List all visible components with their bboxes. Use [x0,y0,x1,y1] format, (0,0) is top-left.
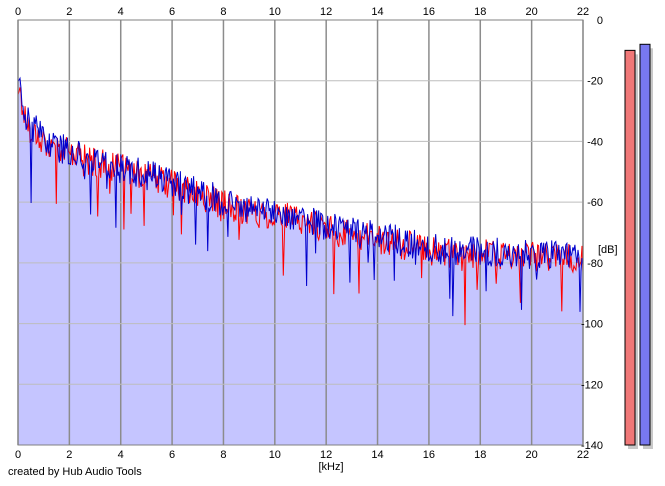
y-tick-label: -100 [581,319,603,331]
level-meter-0 [624,49,636,446]
x-tick-label-bottom: 14 [371,449,383,461]
x-tick-label-bottom: 2 [66,449,72,461]
y-tick-label: -140 [581,440,603,452]
x-tick-label-bottom: 20 [526,449,538,461]
x-tick-label-top: 4 [118,6,124,18]
x-tick-labels-bottom: 0 2 4 6 8 10 12 14 16 18 20 22 [15,449,589,461]
y-axis-label: [dB] [598,244,618,256]
x-tick-label-bottom: 16 [423,449,435,461]
x-tick-label-top: 20 [526,6,538,18]
x-tick-label-top: 2 [66,6,72,18]
x-tick-label-top: 6 [169,6,175,18]
series-line-1 [17,76,584,317]
x-tick-label-bottom: 10 [269,449,281,461]
x-tick-label-bottom: 8 [220,449,226,461]
credit-text: created by Hub Audio Tools [8,466,142,478]
y-tick-label: -20 [587,76,603,88]
x-tick-label-top: 22 [577,6,589,18]
x-tick-label-bottom: 18 [474,449,486,461]
level-meter-1 [639,43,651,446]
x-tick-label-top: 18 [474,6,486,18]
y-tick-label: -120 [581,379,603,391]
x-tick-label-bottom: 0 [15,449,21,461]
y-tick-label: -40 [587,136,603,148]
x-tick-label-bottom: 12 [320,449,332,461]
x-tick-label-top: 16 [423,6,435,18]
series-line-0 [17,87,584,326]
x-tick-label-top: 10 [269,6,281,18]
x-tick-label-bottom: 4 [118,449,124,461]
spectrum-series [17,76,584,326]
x-axis-label: [kHz] [318,461,343,473]
y-tick-label: 0 [597,15,603,27]
plot-frame [17,19,584,446]
x-tick-label-top: 12 [320,6,332,18]
x-tick-label-bottom: 22 [577,449,589,461]
y-tick-labels: 0 -20 -40 -60 -80 -100 -120 -140 [581,15,603,452]
level-meters [624,43,653,450]
x-tick-labels-top: 0 2 4 6 8 10 12 14 16 18 20 22 [15,6,589,18]
y-tick-label: -80 [587,258,603,270]
y-tick-label: -60 [587,197,603,209]
x-tick-label-top: 8 [220,6,226,18]
x-tick-label-top: 0 [15,6,21,18]
x-tick-label-bottom: 6 [169,449,175,461]
x-tick-label-top: 14 [371,6,383,18]
